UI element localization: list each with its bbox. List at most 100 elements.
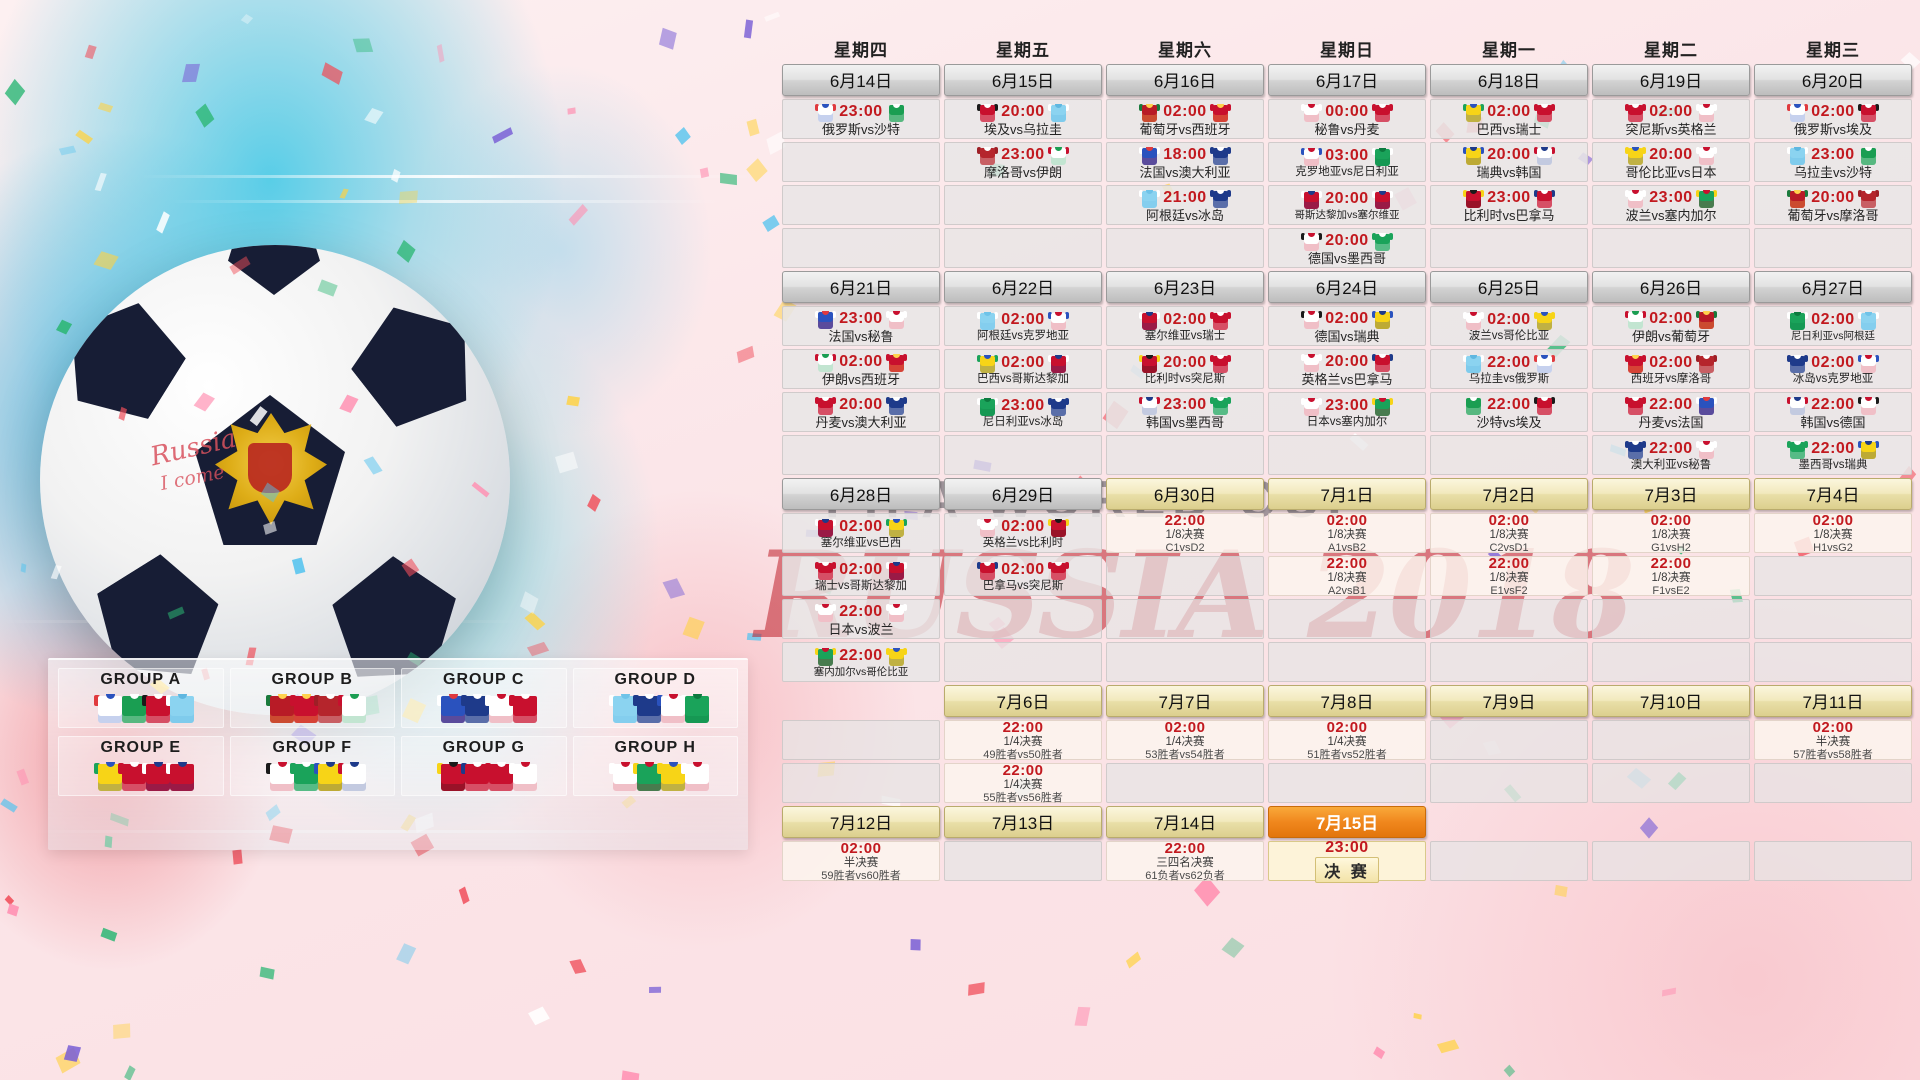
group-match-cell[interactable]: 20:00 英格兰vs巴拿马 (1268, 349, 1426, 389)
date-header[interactable]: 6月24日 (1268, 271, 1426, 303)
group-match-cell[interactable]: 02:00 俄罗斯vs埃及 (1754, 99, 1912, 139)
group-match-cell[interactable]: 02:00 瑞士vs哥斯达黎加 (782, 556, 940, 596)
knockout-match-cell[interactable]: 22:00 1/8决赛 E1vsF2 (1430, 556, 1588, 596)
date-header[interactable]: 7月12日 (782, 806, 940, 838)
group-match-cell[interactable]: 02:00 英格兰vs比利时 (944, 513, 1102, 553)
date-header[interactable]: 6月28日 (782, 478, 940, 510)
group-match-cell[interactable]: 23:00 法国vs秘鲁 (782, 306, 940, 346)
group-box[interactable]: GROUP B (230, 668, 396, 728)
knockout-match-cell[interactable]: 02:00 半决赛 57胜者vs58胜者 (1754, 720, 1912, 760)
date-header[interactable]: 7月4日 (1754, 478, 1912, 510)
knockout-match-cell[interactable]: 22:00 1/8决赛 A2vsB1 (1268, 556, 1426, 596)
group-match-cell[interactable]: 02:00 巴西vs哥斯达黎加 (944, 349, 1102, 389)
knockout-match-cell[interactable]: 22:00 1/8决赛 F1vsE2 (1592, 556, 1750, 596)
date-header[interactable]: 7月10日 (1592, 685, 1750, 717)
date-header[interactable]: 7月1日 (1268, 478, 1426, 510)
date-header[interactable]: 6月27日 (1754, 271, 1912, 303)
group-match-cell[interactable]: 23:00 波兰vs塞内加尔 (1592, 185, 1750, 225)
group-match-cell[interactable]: 23:00 韩国vs墨西哥 (1106, 392, 1264, 432)
group-box[interactable]: GROUP G (401, 736, 567, 796)
group-match-cell[interactable]: 22:00 塞内加尔vs哥伦比亚 (782, 642, 940, 682)
date-header[interactable]: 7月6日 (944, 685, 1102, 717)
group-match-cell[interactable]: 20:00 哥伦比亚vs日本 (1592, 142, 1750, 182)
group-match-cell[interactable]: 02:00 西班牙vs摩洛哥 (1592, 349, 1750, 389)
date-header[interactable]: 6月17日 (1268, 64, 1426, 96)
date-header[interactable]: 6月22日 (944, 271, 1102, 303)
date-header[interactable]: 7月8日 (1268, 685, 1426, 717)
date-header[interactable]: 7月7日 (1106, 685, 1264, 717)
group-match-cell[interactable]: 22:00 丹麦vs法国 (1592, 392, 1750, 432)
date-header[interactable]: 6月30日 (1106, 478, 1264, 510)
group-match-cell[interactable]: 02:00 阿根廷vs克罗地亚 (944, 306, 1102, 346)
group-match-cell[interactable]: 02:00 德国vs瑞典 (1268, 306, 1426, 346)
knockout-match-cell[interactable]: 02:00 1/4决赛 53胜者vs54胜者 (1106, 720, 1264, 760)
date-header[interactable]: 6月26日 (1592, 271, 1750, 303)
group-match-cell[interactable]: 22:00 墨西哥vs瑞典 (1754, 435, 1912, 475)
group-match-cell[interactable]: 18:00 法国vs澳大利亚 (1106, 142, 1264, 182)
knockout-match-cell[interactable]: 22:00 1/4决赛 55胜者vs56胜者 (944, 763, 1102, 803)
date-header[interactable]: 7月14日 (1106, 806, 1264, 838)
group-match-cell[interactable]: 23:00 尼日利亚vs冰岛 (944, 392, 1102, 432)
date-header[interactable]: 6月18日 (1430, 64, 1588, 96)
group-match-cell[interactable]: 20:00 哥斯达黎加vs塞尔维亚 (1268, 185, 1426, 225)
group-match-cell[interactable]: 21:00 阿根廷vs冰岛 (1106, 185, 1264, 225)
group-match-cell[interactable]: 23:00 乌拉圭vs沙特 (1754, 142, 1912, 182)
group-match-cell[interactable]: 02:00 塞尔维亚vs瑞士 (1106, 306, 1264, 346)
date-header[interactable]: 6月15日 (944, 64, 1102, 96)
date-header[interactable]: 6月14日 (782, 64, 940, 96)
group-box[interactable]: GROUP C (401, 668, 567, 728)
date-header[interactable]: 6月29日 (944, 478, 1102, 510)
group-match-cell[interactable]: 02:00 塞尔维亚vs巴西 (782, 513, 940, 553)
knockout-match-cell[interactable]: 02:00 半决赛 59胜者vs60胜者 (782, 841, 940, 881)
date-header[interactable]: 7月2日 (1430, 478, 1588, 510)
date-header[interactable]: 7月15日 (1268, 806, 1426, 838)
group-match-cell[interactable]: 22:00 乌拉圭vs俄罗斯 (1430, 349, 1588, 389)
date-header[interactable]: 6月16日 (1106, 64, 1264, 96)
group-box[interactable]: GROUP A (58, 668, 224, 728)
group-match-cell[interactable]: 02:00 巴拿马vs突尼斯 (944, 556, 1102, 596)
group-match-cell[interactable]: 20:00 丹麦vs澳大利亚 (782, 392, 940, 432)
group-box[interactable]: GROUP H (573, 736, 739, 796)
group-match-cell[interactable]: 20:00 瑞典vs韩国 (1430, 142, 1588, 182)
group-match-cell[interactable]: 02:00 冰岛vs克罗地亚 (1754, 349, 1912, 389)
group-match-cell[interactable]: 20:00 德国vs墨西哥 (1268, 228, 1426, 268)
knockout-match-cell[interactable]: 02:00 1/4决赛 51胜者vs52胜者 (1268, 720, 1426, 760)
group-box[interactable]: GROUP E (58, 736, 224, 796)
group-match-cell[interactable]: 23:00 俄罗斯vs沙特 (782, 99, 940, 139)
date-header[interactable]: 6月20日 (1754, 64, 1912, 96)
group-match-cell[interactable]: 02:00 巴西vs瑞士 (1430, 99, 1588, 139)
group-match-cell[interactable]: 23:00 日本vs塞内加尔 (1268, 392, 1426, 432)
date-header[interactable]: 7月3日 (1592, 478, 1750, 510)
group-match-cell[interactable]: 02:00 伊朗vs西班牙 (782, 349, 940, 389)
group-match-cell[interactable]: 02:00 波兰vs哥伦比亚 (1430, 306, 1588, 346)
group-match-cell[interactable]: 20:00 比利时vs突尼斯 (1106, 349, 1264, 389)
group-match-cell[interactable]: 02:00 尼日利亚vs阿根廷 (1754, 306, 1912, 346)
date-header[interactable]: 6月23日 (1106, 271, 1264, 303)
group-match-cell[interactable]: 20:00 葡萄牙vs摩洛哥 (1754, 185, 1912, 225)
group-match-cell[interactable]: 02:00 伊朗vs葡萄牙 (1592, 306, 1750, 346)
group-match-cell[interactable]: 22:00 澳大利亚vs秘鲁 (1592, 435, 1750, 475)
date-header[interactable]: 7月11日 (1754, 685, 1912, 717)
knockout-match-cell[interactable]: 22:00 三四名决赛 61负者vs62负者 (1106, 841, 1264, 881)
group-match-cell[interactable]: 00:00 秘鲁vs丹麦 (1268, 99, 1426, 139)
date-header[interactable]: 7月13日 (944, 806, 1102, 838)
knockout-match-cell[interactable]: 02:00 1/8决赛 H1vsG2 (1754, 513, 1912, 553)
final-match-cell[interactable]: 23:00 决 赛 (1268, 841, 1426, 881)
knockout-match-cell[interactable]: 22:00 1/4决赛 49胜者vs50胜者 (944, 720, 1102, 760)
group-match-cell[interactable]: 02:00 突尼斯vs英格兰 (1592, 99, 1750, 139)
knockout-match-cell[interactable]: 02:00 1/8决赛 C2vsD1 (1430, 513, 1588, 553)
date-header[interactable]: 6月19日 (1592, 64, 1750, 96)
group-match-cell[interactable]: 23:00 摩洛哥vs伊朗 (944, 142, 1102, 182)
group-box[interactable]: GROUP F (230, 736, 396, 796)
group-match-cell[interactable]: 22:00 韩国vs德国 (1754, 392, 1912, 432)
group-match-cell[interactable]: 02:00 葡萄牙vs西班牙 (1106, 99, 1264, 139)
knockout-match-cell[interactable]: 02:00 1/8决赛 A1vsB2 (1268, 513, 1426, 553)
group-match-cell[interactable]: 22:00 沙特vs埃及 (1430, 392, 1588, 432)
knockout-match-cell[interactable]: 22:00 1/8决赛 C1vsD2 (1106, 513, 1264, 553)
group-box[interactable]: GROUP D (573, 668, 739, 728)
group-match-cell[interactable]: 22:00 日本vs波兰 (782, 599, 940, 639)
group-match-cell[interactable]: 03:00 克罗地亚vs尼日利亚 (1268, 142, 1426, 182)
group-match-cell[interactable]: 23:00 比利时vs巴拿马 (1430, 185, 1588, 225)
group-match-cell[interactable]: 20:00 埃及vs乌拉圭 (944, 99, 1102, 139)
date-header[interactable]: 6月25日 (1430, 271, 1588, 303)
